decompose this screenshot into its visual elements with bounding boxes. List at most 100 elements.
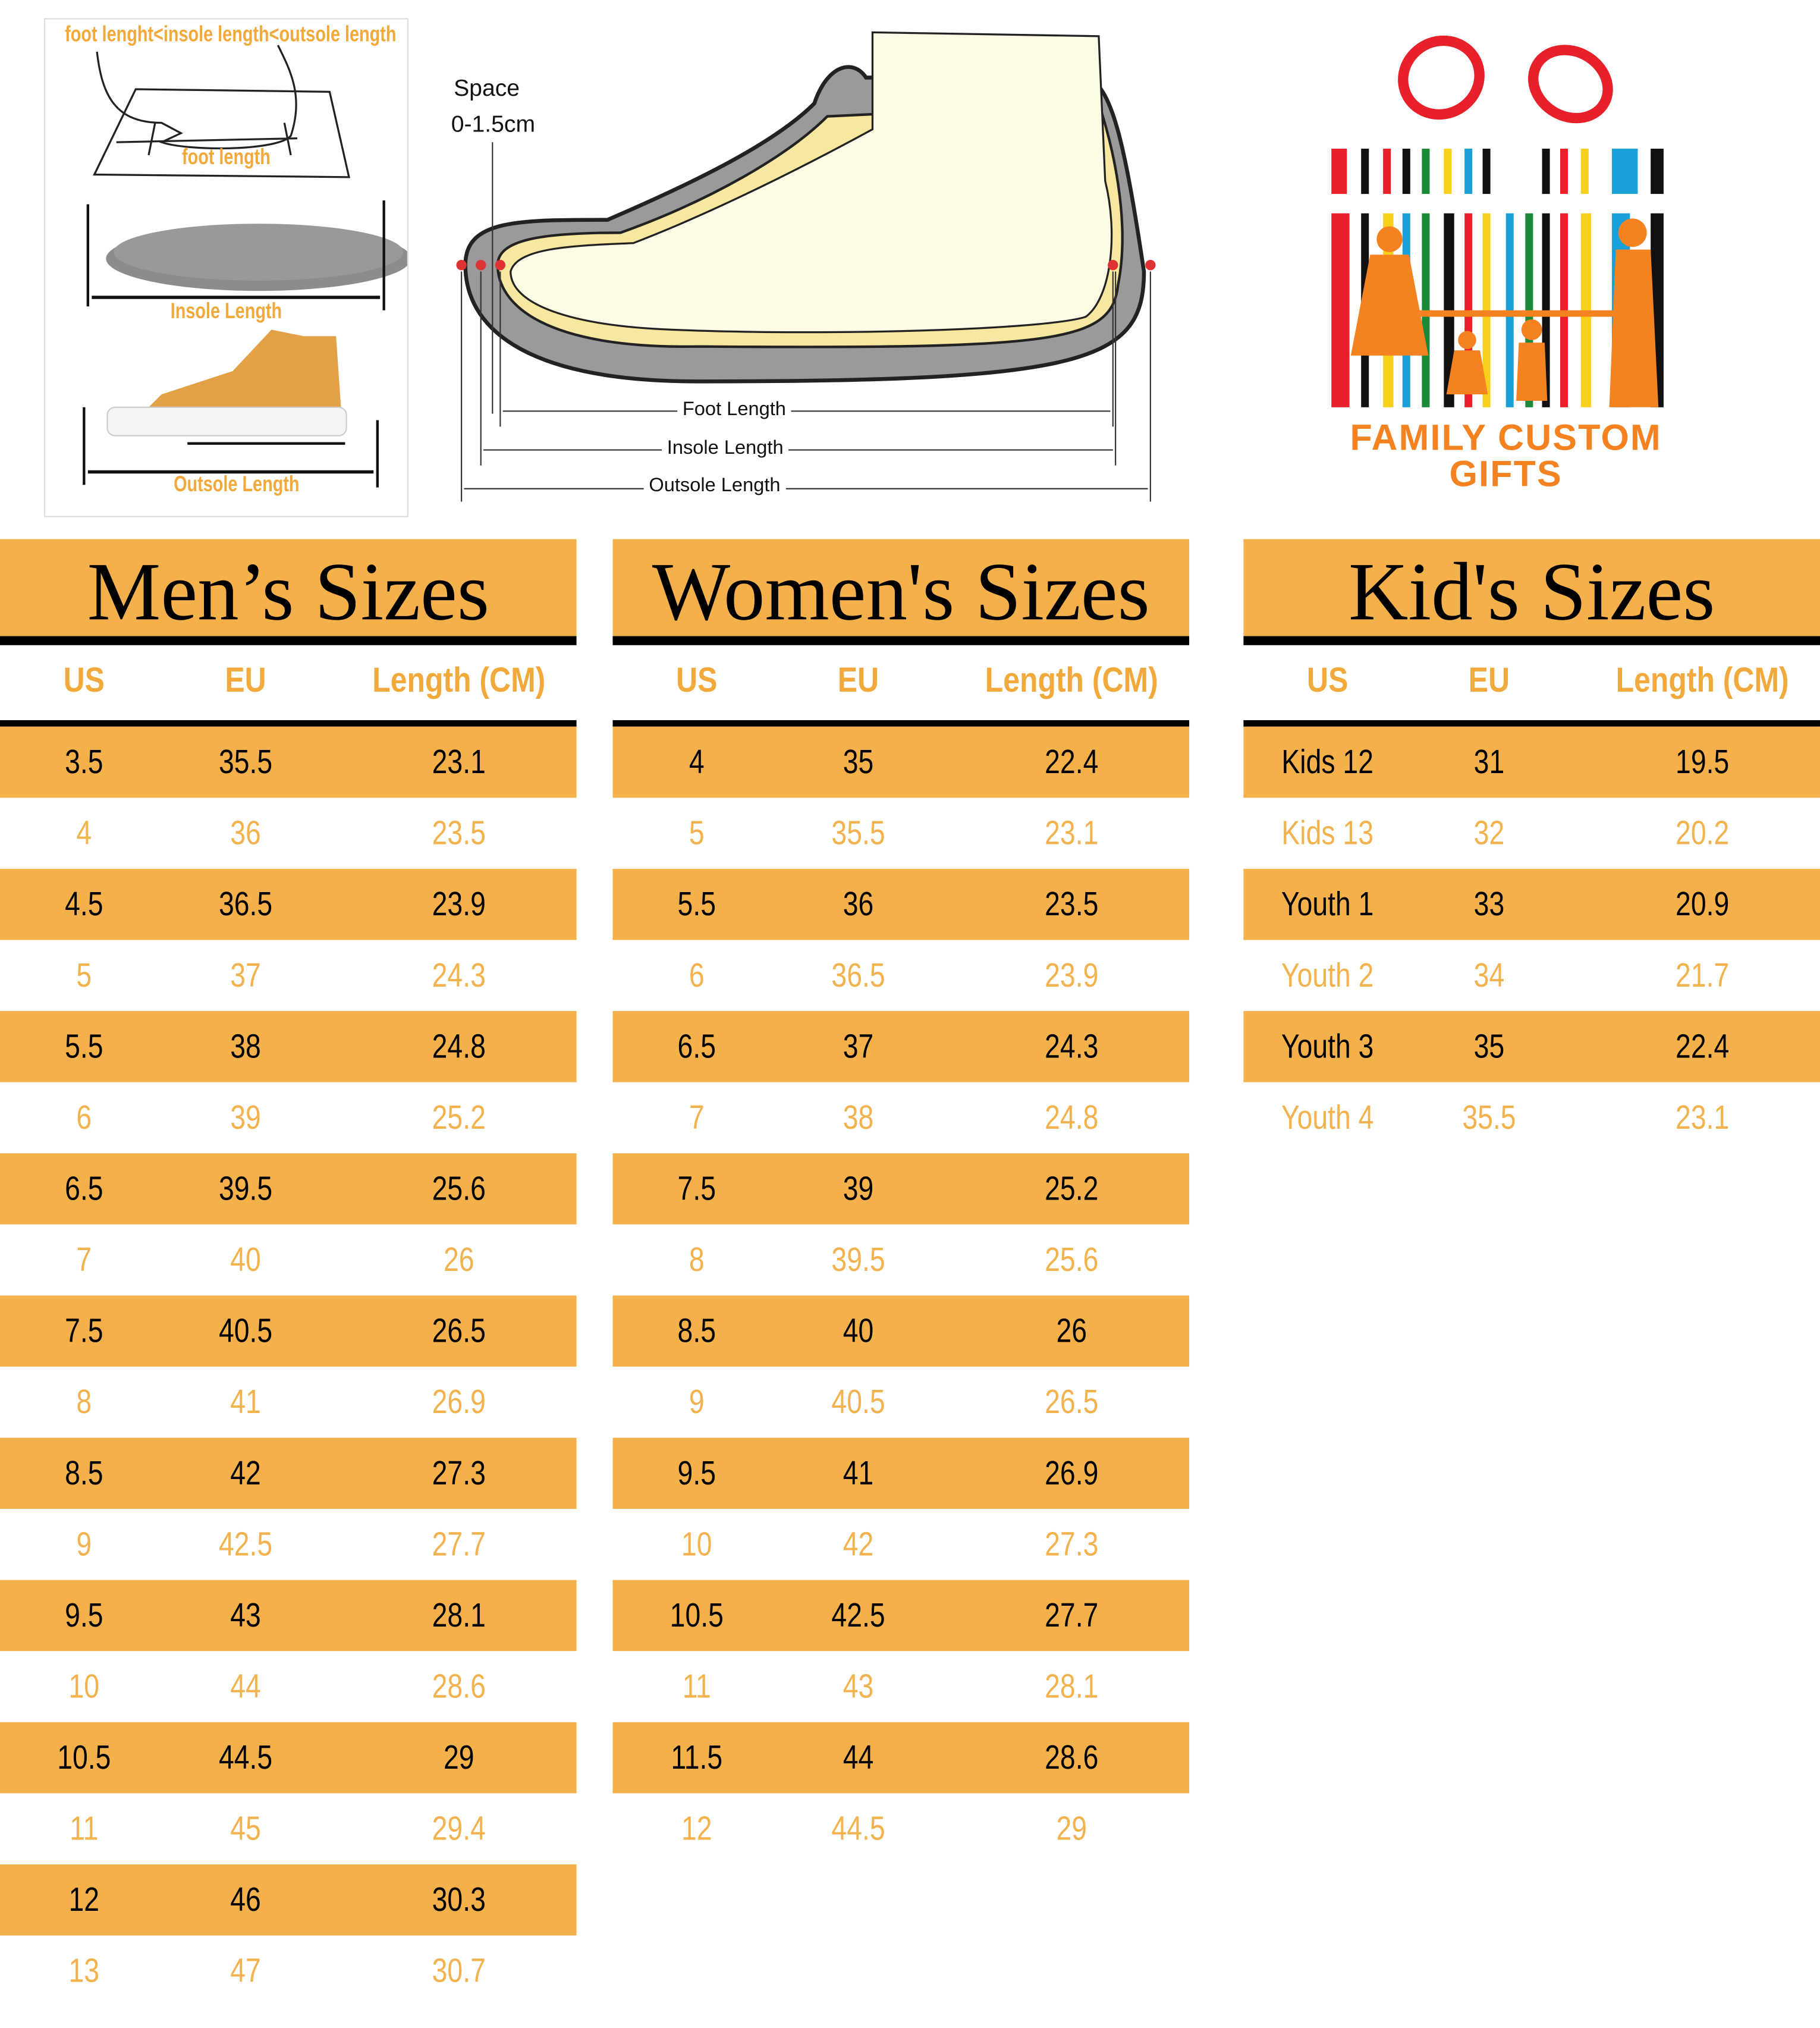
divider [1243, 636, 1820, 645]
table-cell: 41 [230, 1382, 261, 1421]
table-title: Men’s Sizes [0, 539, 577, 638]
table-row: 8 39.5 25.6 [612, 1225, 1189, 1296]
table-cell: 19.5 [1676, 742, 1730, 781]
table-cell: 40.5 [218, 1311, 273, 1350]
column-header: Length (CM) [985, 660, 1158, 700]
table-cell: 33 [1473, 884, 1505, 924]
table-cell: 36 [843, 884, 874, 924]
table-cell: 23.1 [432, 742, 486, 781]
table-cell: 7 [689, 1097, 705, 1137]
column-headers: US EU Length (CM) [0, 645, 577, 720]
table-cell: 22.4 [1045, 742, 1099, 781]
family-custom-gifts-logo: FAMILY CUSTOM GIFTS [1325, 20, 1687, 498]
column-header: US [63, 660, 105, 700]
table-row: 10 44 28.6 [0, 1651, 577, 1722]
table-cell: 28.6 [1045, 1737, 1099, 1777]
table-cell: 5 [76, 955, 92, 994]
table-cell: Youth 1 [1281, 884, 1374, 924]
table-row: 9 42.5 27.7 [0, 1509, 577, 1580]
table-cell: 26 [1056, 1311, 1087, 1350]
table-cell: 23.5 [432, 813, 486, 852]
table-cell: 9.5 [65, 1595, 103, 1634]
table-cell: 39 [843, 1169, 874, 1208]
table-cell: 26 [443, 1239, 474, 1279]
table-cell: 6.5 [65, 1169, 103, 1208]
space-value: 0-1.5cm [446, 111, 540, 139]
table-cell: 35 [1473, 1026, 1505, 1066]
table-cell: 7 [76, 1239, 92, 1279]
table-cell: 21.7 [1676, 955, 1730, 994]
table-cell: 7.5 [65, 1311, 103, 1350]
table-row: 6.5 37 24.3 [612, 1011, 1190, 1082]
table-row: 11 45 29.4 [0, 1793, 577, 1864]
table-row: Youth 1 33 20.9 [1243, 868, 1820, 940]
column-header: US [1307, 660, 1349, 700]
column-header: Length (CM) [1615, 660, 1789, 700]
table-row: 13 47 30.7 [0, 1935, 577, 2007]
table-cell: 42.5 [831, 1595, 885, 1634]
table-cell: 8 [689, 1239, 705, 1279]
table-cell: 27.3 [432, 1453, 486, 1492]
table-cell: 26.5 [432, 1311, 486, 1350]
table-row: 6 36.5 23.9 [612, 940, 1189, 1011]
table-cell: 23.9 [1045, 955, 1099, 994]
table-cell: 24.8 [432, 1026, 486, 1066]
table-cell: 10.5 [57, 1737, 111, 1777]
table-cell: 22.4 [1676, 1026, 1730, 1066]
table-cell: 29.4 [432, 1809, 486, 1848]
table-cell: 39 [230, 1097, 261, 1137]
table-cell: 36.5 [831, 955, 885, 994]
table-cell: 40.5 [831, 1382, 885, 1421]
size-relation-text: foot lenght<insole length<outsole length [65, 21, 397, 47]
table-cell: 44 [230, 1666, 261, 1706]
table-cell: 46 [230, 1879, 261, 1919]
table-cell: 43 [843, 1666, 874, 1706]
table-cell: 10 [681, 1524, 712, 1564]
table-cell: 28.6 [432, 1666, 486, 1706]
table-row: 8.5 42 27.3 [0, 1437, 577, 1509]
table-cell: 27.7 [1045, 1595, 1099, 1634]
table-cell: 23.1 [1676, 1097, 1730, 1137]
table-cell: 39.5 [831, 1239, 885, 1279]
column-header: US [676, 660, 718, 700]
table-cell: 24.3 [1045, 1026, 1099, 1066]
table-cell: 4 [689, 742, 705, 781]
table-cell: 38 [230, 1026, 261, 1066]
table-cell: 6 [76, 1097, 92, 1137]
table-cell: 42 [843, 1524, 874, 1564]
table-row: 7 40 26 [0, 1225, 577, 1296]
outsole-length-arrow-label: Outsole Length [643, 474, 786, 497]
table-row: 5.5 38 24.8 [0, 1011, 577, 1082]
column-header: EU [225, 660, 266, 700]
table-cell: 25.6 [432, 1169, 486, 1208]
table-cell: 8.5 [65, 1453, 103, 1492]
table-cell: 12 [68, 1879, 100, 1919]
table-row: 10.5 44.5 29 [0, 1722, 577, 1794]
table-row: 12 46 30.3 [0, 1864, 577, 1936]
table-row: 9.5 43 28.1 [0, 1580, 577, 1652]
table-row: 9 40.5 26.5 [612, 1367, 1189, 1438]
divider [0, 636, 577, 645]
table-cell: 8.5 [677, 1311, 716, 1350]
womens-size-table: Women's Sizes US EU Length (CM) 4 35 22.4 5 35.5… [612, 539, 1190, 1864]
table-row: 11.5 44 28.6 [612, 1722, 1190, 1794]
mens-size-table: Men’s Sizes US EU Length (CM) 3.5 35.5 23.1 4 36… [0, 539, 577, 2007]
table-cell: 13 [68, 1951, 100, 1990]
table-cell: 12 [681, 1809, 712, 1848]
table-row: Kids 12 31 19.5 [1243, 726, 1820, 798]
table-row: 4 36 23.5 [0, 798, 577, 869]
table-cell: 25.6 [1045, 1239, 1099, 1279]
divider [612, 636, 1190, 645]
divider [0, 720, 577, 727]
table-cell: 41 [843, 1453, 874, 1492]
table-cell: 37 [843, 1026, 874, 1066]
table-cell: Kids 12 [1281, 742, 1374, 781]
table-cell: 6.5 [677, 1026, 716, 1066]
table-title: Women's Sizes [612, 539, 1190, 638]
table-row: 4.5 36.5 23.9 [0, 868, 577, 940]
table-cell: 28.1 [432, 1595, 486, 1634]
table-title: Kid's Sizes [1243, 539, 1820, 638]
table-row: Youth 4 35.5 23.1 [1243, 1082, 1820, 1154]
table-cell: 40 [230, 1239, 261, 1279]
table-cell: 44.5 [831, 1809, 885, 1848]
